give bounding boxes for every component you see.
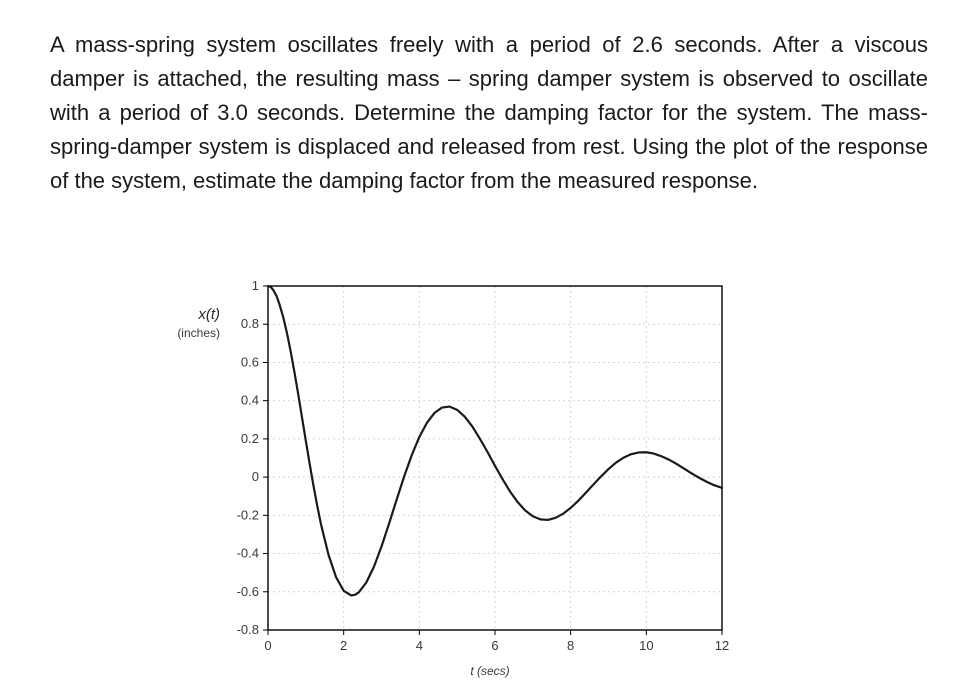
svg-text:-0.2: -0.2 bbox=[237, 507, 259, 522]
svg-text:-0.4: -0.4 bbox=[237, 546, 259, 561]
problem-statement: A mass-spring system oscillates freely w… bbox=[50, 28, 928, 198]
x-axis-label: t (secs) bbox=[210, 664, 770, 678]
svg-text:0.6: 0.6 bbox=[241, 354, 259, 369]
svg-text:0.8: 0.8 bbox=[241, 316, 259, 331]
svg-text:4: 4 bbox=[416, 638, 423, 653]
svg-text:6: 6 bbox=[491, 638, 498, 653]
page: A mass-spring system oscillates freely w… bbox=[0, 0, 973, 697]
y-axis-label-main: x(t) bbox=[198, 306, 220, 323]
svg-text:0.2: 0.2 bbox=[241, 431, 259, 446]
plot-svg: 0 2 4 6 8 10 12 -0.8 -0.6 -0.4 -0.2 0 0.2 0.4 0.6 0.8 1 bbox=[210, 276, 750, 662]
svg-text:2: 2 bbox=[340, 638, 347, 653]
svg-text:0: 0 bbox=[264, 638, 271, 653]
svg-text:12: 12 bbox=[715, 638, 729, 653]
svg-text:-0.8: -0.8 bbox=[237, 622, 259, 637]
svg-text:-0.6: -0.6 bbox=[237, 584, 259, 599]
svg-text:10: 10 bbox=[639, 638, 653, 653]
y-axis-label-unit: (inches) bbox=[160, 326, 220, 340]
y-axis-label: x(t) (inches) bbox=[160, 306, 220, 340]
svg-text:0.4: 0.4 bbox=[241, 393, 259, 408]
svg-text:1: 1 bbox=[252, 278, 259, 293]
svg-text:0: 0 bbox=[252, 469, 259, 484]
svg-text:8: 8 bbox=[567, 638, 574, 653]
response-plot: x(t) (inches) 024681012-0.8-0.6-0.4-0.20… bbox=[210, 276, 770, 676]
